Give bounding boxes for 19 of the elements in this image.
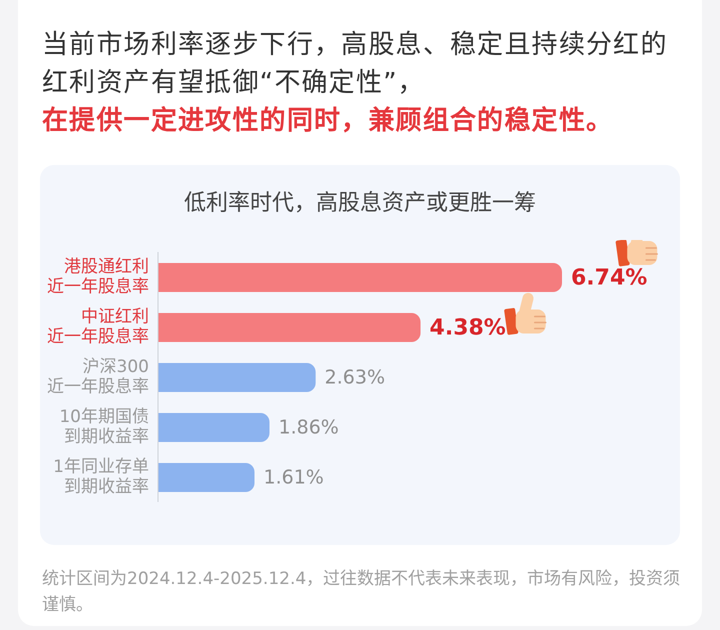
text: 在提供一定进攻性的同时，兼顾组合的稳定性。 bbox=[42, 105, 614, 138]
y-tick-label: 中证红利近一年股息率 bbox=[47, 307, 149, 347]
y-tick-label: 港股通红利近一年股息率 bbox=[47, 257, 149, 297]
y-tick-label: 1年同业存单到期收益率 bbox=[53, 457, 149, 497]
y-tick-label: 10年期国债到期收益率 bbox=[59, 407, 149, 447]
bar bbox=[158, 313, 421, 342]
bar bbox=[158, 363, 316, 392]
text: 当前市场利率逐步下行，高股息、稳定且持续分红的红利资产有望抵御“不确定性”， bbox=[42, 29, 669, 100]
y-tick-label: 沪深300近一年股息率 bbox=[47, 357, 149, 397]
data-label: 6.74% bbox=[571, 265, 648, 290]
chart-title: 低利率时代，高股息资产或更胜一筹 bbox=[183, 190, 537, 218]
bar bbox=[158, 463, 255, 492]
text: 统计区间为2024.12.4-2025.12.4，过往数据不代表未来表现，市场有风险，投资须谨慎。 bbox=[42, 568, 682, 617]
data-label: 4.38% bbox=[430, 315, 506, 340]
bar bbox=[158, 413, 270, 442]
data-label: 2.63% bbox=[324, 366, 386, 388]
data-label: 1.86% bbox=[278, 416, 339, 438]
data-label: 1.61% bbox=[264, 466, 324, 488]
bar bbox=[158, 263, 562, 292]
